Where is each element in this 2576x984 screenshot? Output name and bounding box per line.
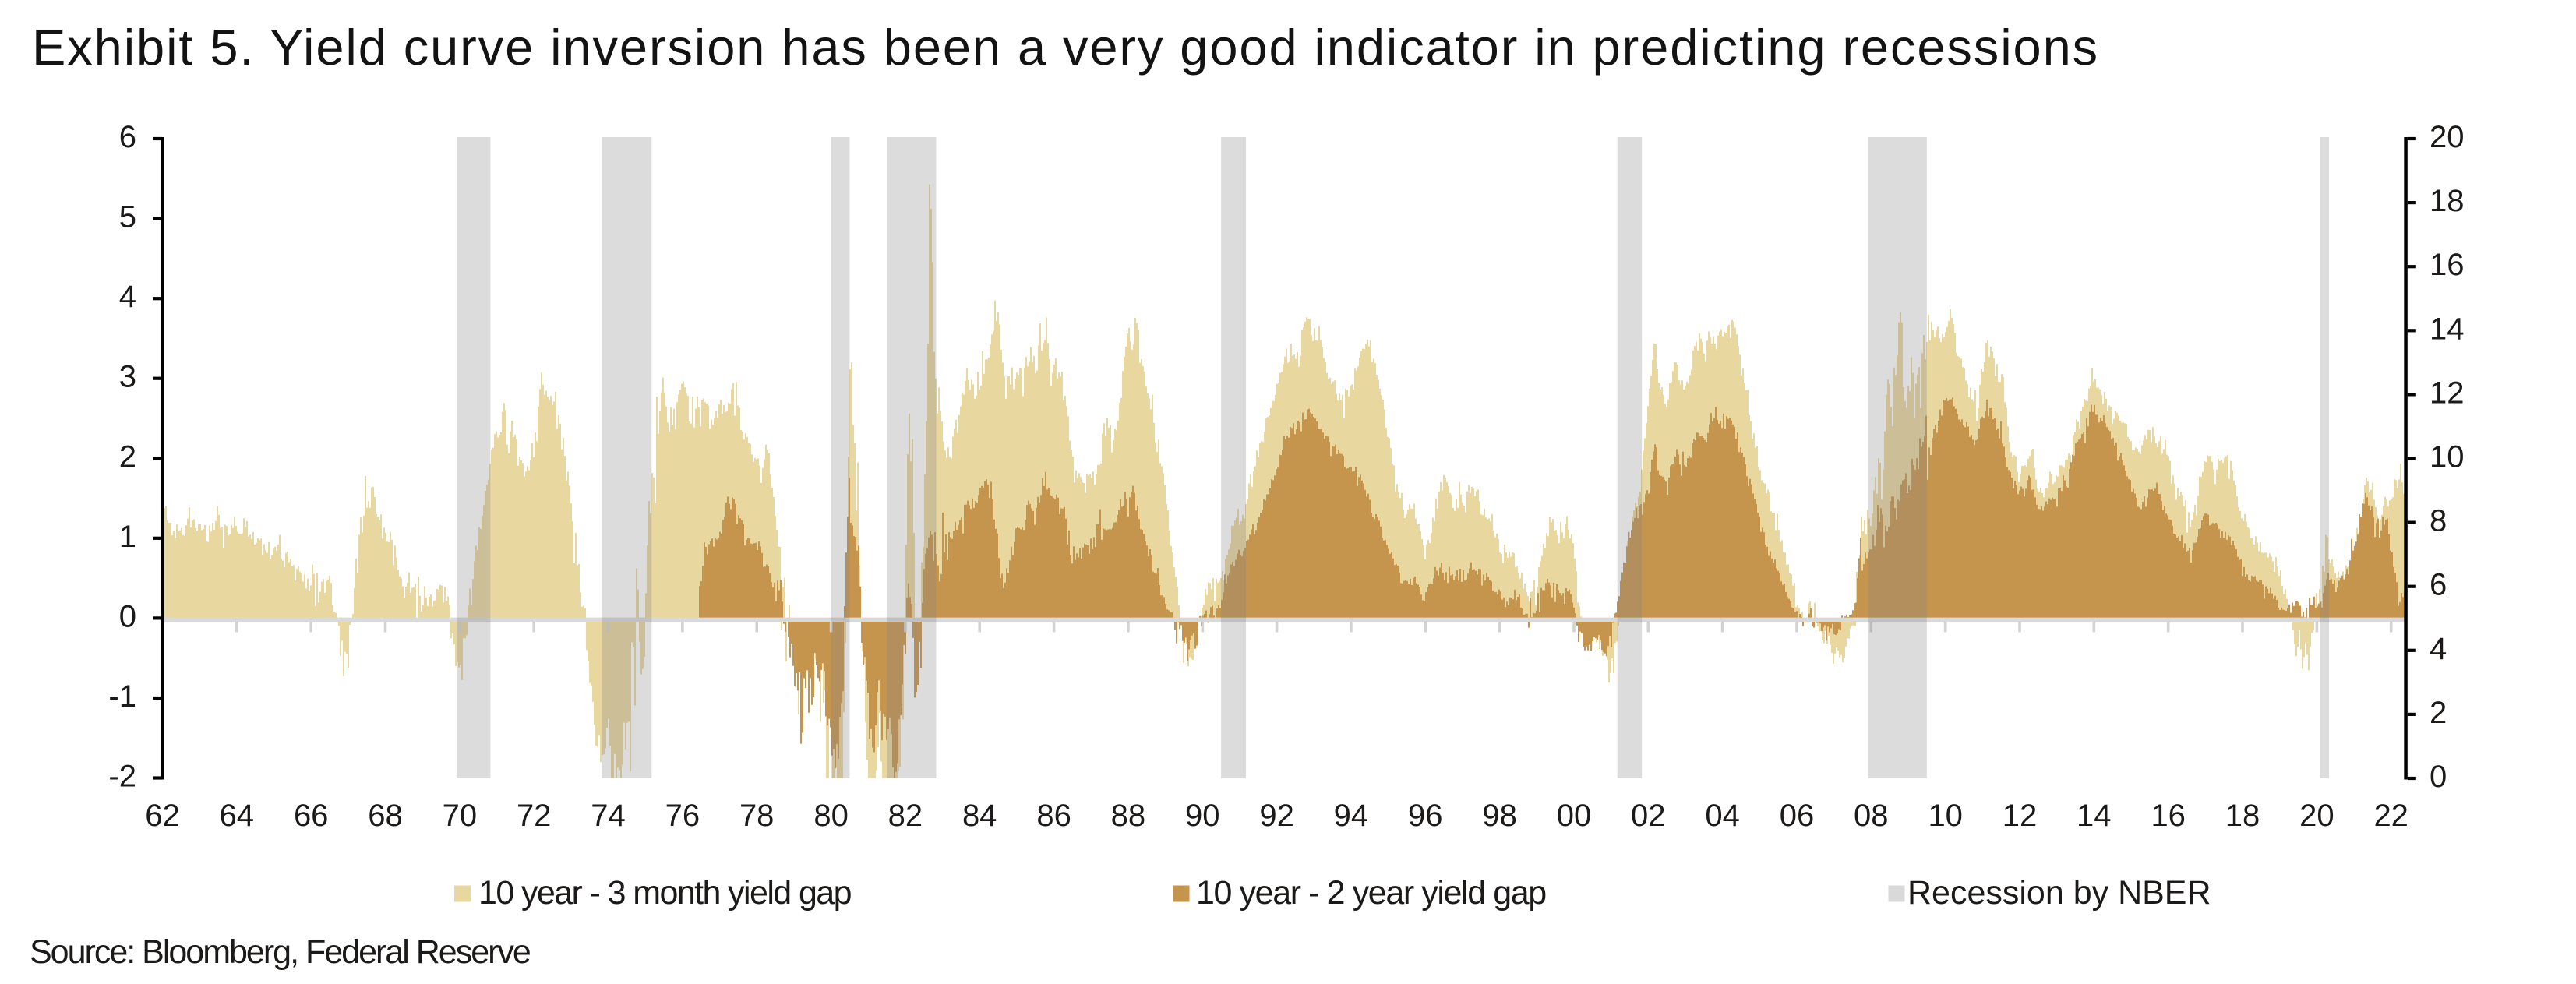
svg-text:64: 64: [220, 799, 255, 833]
svg-text:76: 76: [665, 799, 700, 833]
svg-text:Recession by NBER: Recession by NBER: [1907, 874, 2211, 912]
svg-text:74: 74: [591, 799, 626, 833]
svg-text:12: 12: [2003, 799, 2038, 833]
svg-text:2: 2: [119, 439, 136, 474]
svg-text:14: 14: [2077, 799, 2112, 833]
svg-text:3: 3: [119, 360, 136, 394]
svg-text:18: 18: [2225, 799, 2260, 833]
svg-text:20: 20: [2430, 120, 2465, 154]
svg-text:06: 06: [1780, 799, 1815, 833]
svg-text:0: 0: [119, 599, 136, 633]
svg-text:72: 72: [517, 799, 552, 833]
svg-text:10 year - 2 year yield gap: 10 year - 2 year yield gap: [1196, 874, 1546, 912]
svg-text:68: 68: [368, 799, 403, 833]
svg-text:92: 92: [1259, 799, 1294, 833]
svg-text:90: 90: [1185, 799, 1220, 833]
svg-text:18: 18: [2430, 184, 2465, 218]
svg-text:0: 0: [2430, 760, 2447, 794]
svg-text:70: 70: [443, 799, 478, 833]
svg-text:-1: -1: [108, 679, 136, 714]
svg-text:Exhibit 5. Yield curve inversi: Exhibit 5. Yield curve inversion has bee…: [32, 19, 2099, 76]
svg-text:96: 96: [1408, 799, 1443, 833]
svg-text:6: 6: [2430, 568, 2447, 602]
svg-text:10 year - 3 month yield gap: 10 year - 3 month yield gap: [478, 874, 852, 912]
svg-text:Source: Bloomberg, Federal Res: Source: Bloomberg, Federal Reserve: [30, 933, 530, 971]
svg-text:04: 04: [1705, 799, 1740, 833]
svg-text:80: 80: [813, 799, 849, 833]
svg-text:98: 98: [1482, 799, 1517, 833]
svg-text:14: 14: [2430, 312, 2465, 346]
svg-text:4: 4: [119, 280, 136, 314]
svg-text:22: 22: [2373, 799, 2408, 833]
svg-text:86: 86: [1036, 799, 1071, 833]
svg-text:66: 66: [294, 799, 329, 833]
svg-text:08: 08: [1854, 799, 1889, 833]
svg-text:16: 16: [2151, 799, 2186, 833]
svg-text:82: 82: [888, 799, 923, 833]
svg-text:62: 62: [145, 799, 180, 833]
svg-text:78: 78: [739, 799, 775, 833]
svg-text:02: 02: [1631, 799, 1666, 833]
svg-text:6: 6: [119, 120, 136, 154]
svg-text:12: 12: [2430, 376, 2465, 410]
svg-text:00: 00: [1557, 799, 1592, 833]
svg-text:1: 1: [119, 520, 136, 554]
svg-text:-2: -2: [108, 760, 136, 794]
svg-text:4: 4: [2430, 632, 2447, 666]
svg-text:8: 8: [2430, 504, 2447, 538]
svg-text:84: 84: [962, 799, 997, 833]
svg-text:88: 88: [1111, 799, 1146, 833]
svg-text:20: 20: [2299, 799, 2334, 833]
svg-text:94: 94: [1334, 799, 1369, 833]
svg-text:5: 5: [119, 200, 136, 235]
svg-text:10: 10: [1928, 799, 1963, 833]
svg-text:2: 2: [2430, 696, 2447, 730]
svg-text:16: 16: [2430, 248, 2465, 282]
svg-text:10: 10: [2430, 440, 2465, 474]
